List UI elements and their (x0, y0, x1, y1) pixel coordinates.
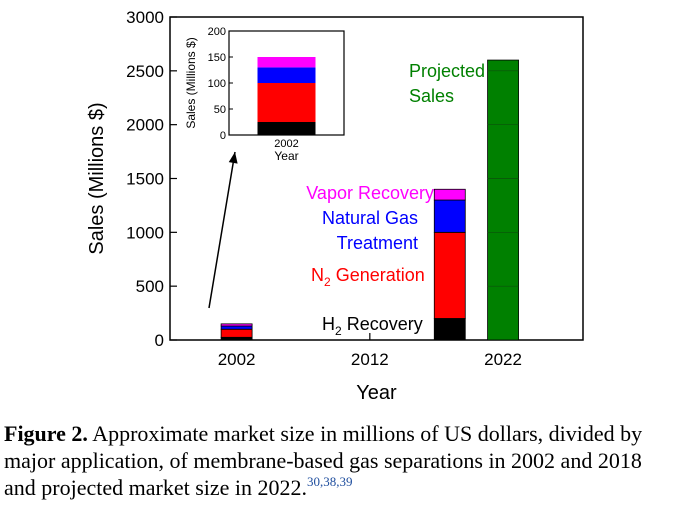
inset-y-tick-label: 200 (208, 26, 226, 38)
y-tick-label: 1000 (126, 223, 164, 242)
label-natural-gas-line1: Natural Gas (322, 208, 418, 228)
bar-segment (220, 336, 253, 341)
bar-segment (220, 325, 253, 330)
arrow-shaft (208, 151, 236, 309)
label-projected-line1: Projected (409, 61, 485, 81)
bar-segment (433, 199, 466, 233)
bar-segment (220, 323, 253, 327)
inset-x-tick-label: 2002 (274, 138, 298, 150)
inset-pointer-arrow (208, 151, 238, 309)
caption-text: Approximate market size in millions of U… (4, 421, 643, 500)
bar-segment (220, 328, 253, 338)
inset-bar-segment (257, 57, 316, 68)
y-tick-label: 3000 (126, 8, 164, 27)
inset-bar-segment (257, 67, 316, 83)
x-tick-label: 2002 (218, 350, 256, 369)
label-h2-recovery: H2 Recovery (322, 314, 423, 338)
caption-references: 30,38,39 (307, 474, 353, 489)
y-tick-label: 500 (136, 277, 164, 296)
label-vapor-recovery: Vapor Recovery (306, 183, 434, 203)
inset-y-tick-label: 150 (208, 52, 226, 64)
x-tick-label: 2022 (484, 350, 522, 369)
bar-segment (433, 188, 466, 201)
x-axis-title: Year (356, 382, 397, 404)
label-natural-gas-line2: Treatment (337, 233, 418, 253)
y-tick-label: 2500 (126, 62, 164, 81)
bar-segment (487, 59, 519, 341)
label-n2-generation: N2 Generation (311, 265, 425, 289)
bar-segment (433, 318, 466, 341)
y-tick-label: 1500 (126, 170, 164, 189)
inset-y-tick-label: 50 (214, 104, 226, 116)
inset-y-tick-label: 0 (220, 130, 226, 142)
inset-x-axis-title: Year (274, 149, 298, 163)
arrow-head (228, 152, 238, 164)
inset-bar-segment (257, 83, 316, 122)
figure-label: Figure 2. (4, 421, 88, 446)
inset-y-tick-label: 100 (208, 78, 226, 90)
x-tick-label: 2012 (351, 350, 389, 369)
bar-segment (433, 231, 466, 319)
inset-bar-segment (257, 122, 316, 135)
figure-caption: Figure 2. Approximate market size in mil… (4, 420, 672, 501)
inset-y-axis-title: Sales (Millions $) (184, 37, 198, 128)
y-tick-label: 0 (155, 331, 164, 350)
y-tick-label: 2000 (126, 116, 164, 135)
y-axis-title: Sales (Millions $) (86, 102, 108, 254)
label-projected-line2: Sales (409, 86, 454, 106)
